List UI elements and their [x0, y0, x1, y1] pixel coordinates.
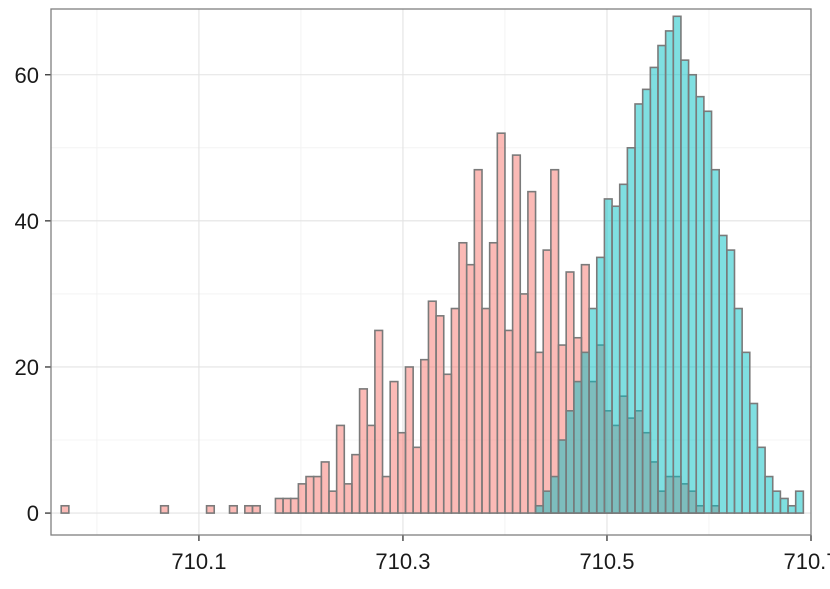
bar: [159, 504, 170, 514]
x-tick-label: 710.3: [375, 549, 430, 574]
x-tick-label: 710.1: [171, 549, 226, 574]
bar: [618, 183, 629, 514]
bar: [534, 351, 545, 514]
bar: [481, 307, 491, 514]
bar: [603, 198, 613, 514]
y-tick-label: 40: [15, 209, 39, 234]
bar: [588, 307, 598, 514]
series-2: [534, 15, 805, 514]
bar: [634, 103, 644, 514]
bar: [741, 351, 751, 514]
y-tick-label: 60: [15, 63, 39, 88]
bar: [320, 461, 330, 514]
bar: [404, 366, 414, 514]
bar: [542, 490, 552, 514]
bar: [794, 490, 805, 514]
bar: [60, 504, 70, 514]
bar: [672, 15, 682, 514]
bar: [748, 402, 759, 514]
histogram-bars: [60, 15, 805, 514]
bar: [542, 249, 552, 514]
bar: [641, 88, 652, 514]
bar: [787, 504, 797, 514]
x-tick-label: 710.7: [783, 549, 830, 574]
bar: [550, 475, 560, 514]
bar: [442, 373, 453, 514]
bar: [756, 446, 766, 514]
bar: [427, 300, 437, 514]
bar: [458, 241, 468, 514]
bar: [305, 475, 315, 514]
bar: [534, 504, 545, 514]
bar: [251, 504, 261, 514]
bar: [419, 358, 430, 514]
bar: [595, 256, 606, 514]
axes: 710.1 710.3 710.5 710.7 0 20 40 60: [15, 63, 830, 574]
bar: [573, 380, 583, 514]
bar: [351, 453, 361, 514]
bar: [381, 475, 391, 514]
bar: [580, 351, 590, 514]
plot-panel-border: [50, 8, 812, 536]
bar: [695, 95, 705, 514]
bar: [465, 263, 476, 514]
bar: [496, 132, 506, 514]
bar: [435, 315, 445, 514]
bar: [412, 446, 422, 514]
bar: [657, 44, 667, 514]
bar: [450, 307, 460, 514]
bar: [228, 504, 238, 514]
bar: [626, 147, 636, 514]
bar: [335, 424, 346, 514]
bar: [718, 234, 728, 514]
bar: [274, 497, 284, 514]
bar: [205, 504, 216, 514]
bar: [771, 490, 782, 514]
bar: [511, 154, 522, 514]
bar: [565, 410, 575, 514]
bar: [649, 66, 659, 514]
bar: [297, 483, 307, 514]
bar: [611, 205, 621, 514]
bar: [733, 307, 743, 514]
bar: [557, 439, 567, 514]
bar: [488, 241, 499, 514]
bar: [779, 497, 789, 514]
bar: [343, 483, 353, 514]
bar: [703, 110, 713, 514]
bar: [764, 475, 774, 514]
bar: [389, 380, 399, 514]
bar: [397, 431, 407, 514]
bar: [473, 168, 483, 514]
bar: [282, 497, 292, 514]
bar: [366, 424, 376, 514]
bar: [680, 59, 690, 514]
bar: [527, 190, 537, 514]
bar: [312, 475, 323, 514]
bar: [687, 73, 698, 514]
bar: [550, 168, 560, 514]
bar: [289, 497, 300, 514]
bar: [244, 504, 254, 514]
bar: [726, 249, 736, 514]
y-tick-label: 20: [15, 355, 39, 380]
bar: [358, 388, 369, 514]
y-tick-label: 0: [27, 501, 39, 526]
bar: [664, 30, 675, 514]
bar: [328, 490, 338, 514]
bar: [374, 329, 384, 514]
bar: [519, 293, 529, 514]
x-tick-label: 710.5: [579, 549, 634, 574]
bar: [710, 168, 720, 514]
bar: [504, 329, 514, 514]
